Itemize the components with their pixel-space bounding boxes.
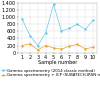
Gamma spectrometry + ICP (SUBATECH-IRSN method): [21, 45, 23, 46]
Gamma spectrometry + ICP (SUBATECH-IRSN method): [77, 44, 78, 45]
Gamma spectrometry + ICP (SUBATECH-IRSN method): [61, 49, 62, 50]
Gamma spectrometry (2014 classic method): [92, 20, 94, 21]
Gamma spectrometry (2014 classic method): [53, 4, 54, 5]
Line: Gamma spectrometry (2014 classic method): Gamma spectrometry (2014 classic method): [22, 4, 94, 46]
Gamma spectrometry + ICP (SUBATECH-IRSN method): [53, 48, 54, 49]
Gamma spectrometry (2014 classic method): [61, 31, 62, 32]
Gamma spectrometry + ICP (SUBATECH-IRSN method): [45, 45, 46, 46]
Gamma spectrometry (2014 classic method): [85, 29, 86, 30]
X-axis label: Sample number: Sample number: [38, 61, 77, 65]
Gamma spectrometry + ICP (SUBATECH-IRSN method): [85, 48, 86, 49]
Gamma spectrometry (2014 classic method): [29, 35, 30, 36]
Legend: Gamma spectrometry (2014 classic method), Gamma spectrometry + ICP (SUBATECH-IRS: Gamma spectrometry (2014 classic method)…: [1, 69, 100, 77]
Line: Gamma spectrometry + ICP (SUBATECH-IRSN method): Gamma spectrometry + ICP (SUBATECH-IRSN …: [22, 43, 94, 50]
Y-axis label: Activity: Activity: [0, 18, 1, 37]
Gamma spectrometry (2014 classic method): [69, 28, 70, 29]
Gamma spectrometry (2014 classic method): [45, 32, 46, 33]
Gamma spectrometry (2014 classic method): [37, 45, 38, 46]
Gamma spectrometry + ICP (SUBATECH-IRSN method): [37, 49, 38, 50]
Gamma spectrometry + ICP (SUBATECH-IRSN method): [29, 43, 30, 44]
Gamma spectrometry (2014 classic method): [21, 18, 23, 19]
Gamma spectrometry + ICP (SUBATECH-IRSN method): [92, 47, 94, 48]
Gamma spectrometry (2014 classic method): [77, 24, 78, 25]
Gamma spectrometry + ICP (SUBATECH-IRSN method): [69, 46, 70, 47]
